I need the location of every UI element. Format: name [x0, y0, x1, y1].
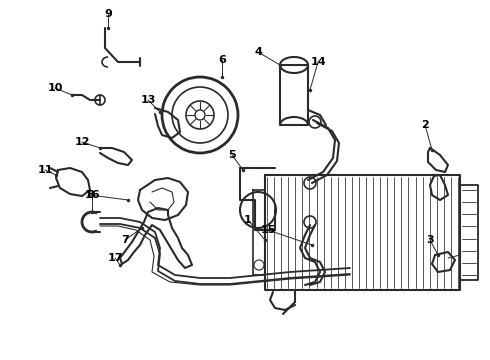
- Text: 12: 12: [74, 137, 90, 147]
- Text: 3: 3: [426, 235, 434, 245]
- Text: 8: 8: [86, 190, 94, 200]
- Text: 5: 5: [228, 150, 236, 160]
- Text: 10: 10: [48, 83, 63, 93]
- Text: 9: 9: [104, 9, 112, 19]
- Text: 14: 14: [310, 57, 326, 67]
- Text: 17: 17: [107, 253, 123, 263]
- Text: 4: 4: [254, 47, 262, 57]
- Text: 1: 1: [244, 215, 252, 225]
- Text: 11: 11: [37, 165, 53, 175]
- Text: 6: 6: [218, 55, 226, 65]
- Text: 13: 13: [140, 95, 156, 105]
- Text: 7: 7: [121, 235, 129, 245]
- Text: 2: 2: [421, 120, 429, 130]
- Text: 16: 16: [84, 190, 100, 200]
- Text: 15: 15: [260, 225, 276, 235]
